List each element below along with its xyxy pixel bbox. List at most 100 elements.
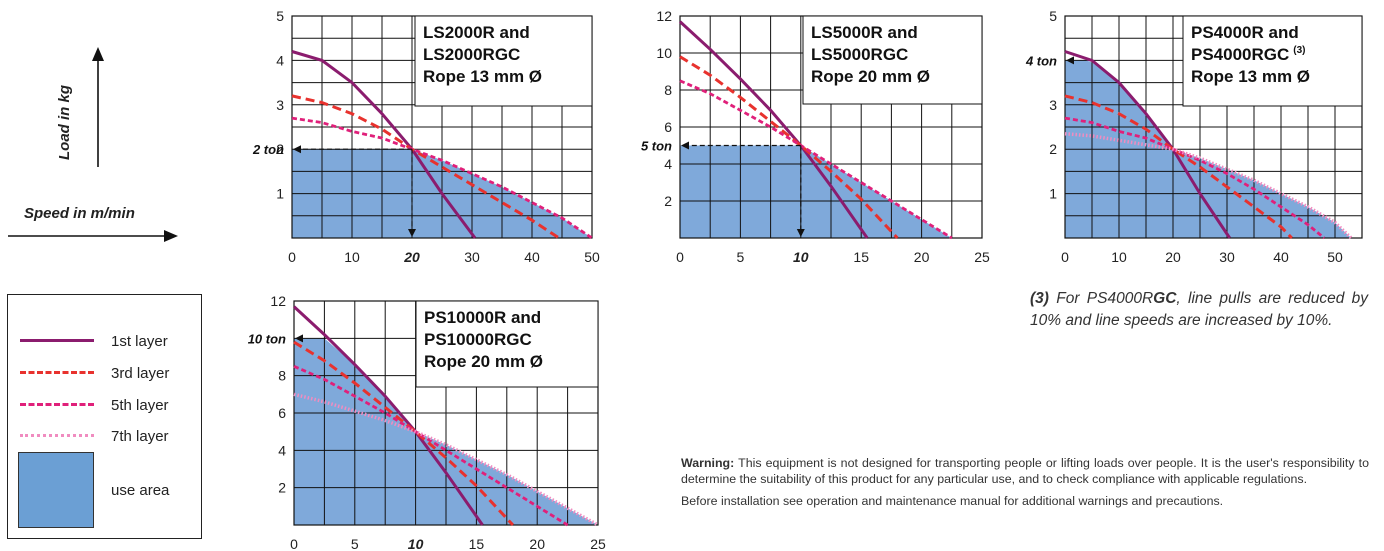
- series-3rd-layer: [293, 340, 514, 527]
- series-5th-layer: [293, 365, 569, 527]
- warning-label: Warning:: [681, 456, 735, 470]
- chart-title-line: Rope 20 mm Ø: [811, 67, 930, 86]
- series-3rd-layer: [679, 55, 899, 240]
- title-box: [802, 15, 983, 105]
- x-tick-label: 15: [469, 536, 485, 551]
- footnote-number: (3): [1030, 290, 1049, 307]
- y-tick-label: 12: [656, 8, 672, 24]
- x-tick-label: 50: [584, 249, 600, 265]
- ton-label: 10 ton: [248, 331, 286, 346]
- series-5th-layer: [291, 116, 593, 240]
- series-3rd-layer: [1064, 94, 1293, 240]
- title-box: [1182, 15, 1363, 107]
- load-axis-hint: Load in kg: [56, 85, 73, 160]
- x-tick-label: 30: [1219, 249, 1235, 265]
- use-area-fill: [680, 145, 952, 238]
- legend: 1st layer 3rd layer 5th layer 7th layer …: [7, 294, 202, 539]
- x-tick-label: 10: [793, 249, 809, 265]
- y-tick-label: 4: [664, 156, 672, 172]
- chart-title-line: PS4000RGC (3): [1191, 45, 1306, 64]
- ton-label: 4 ton: [1025, 53, 1057, 68]
- x-tick-label: 30: [464, 249, 480, 265]
- series-1st-layer: [292, 305, 484, 526]
- x-tick-label: 0: [676, 249, 684, 265]
- x-tick-label: 10: [344, 249, 360, 265]
- marker-arrow-left: [293, 145, 301, 154]
- legend-label-1st: 1st layer: [111, 333, 168, 350]
- marker-arrow-down: [796, 229, 805, 237]
- series-3rd-layer: [291, 94, 560, 240]
- use-area-fill: [294, 338, 598, 525]
- y-tick-label: 12: [270, 293, 286, 309]
- x-tick-label: 0: [1061, 249, 1069, 265]
- warning-block: Warning: This equipment is not designed …: [681, 455, 1369, 515]
- x-tick-label: 40: [1273, 249, 1289, 265]
- x-tick-label: 25: [974, 249, 990, 265]
- title-box: [414, 15, 593, 107]
- y-tick-label: 10: [656, 45, 672, 61]
- x-tick-label: 50: [1327, 249, 1343, 265]
- load-arrow-icon: [92, 47, 104, 167]
- x-tick-label: 40: [524, 249, 540, 265]
- chart-title-line: LS5000R and: [811, 23, 918, 42]
- legend-line-5th: [20, 403, 94, 406]
- x-tick-label: 20: [403, 249, 420, 265]
- y-tick-label: 3: [1049, 97, 1057, 113]
- footnote-text-before: For PS4000R: [1048, 290, 1154, 307]
- legend-line-7th: [20, 434, 94, 437]
- series-1st-layer: [1064, 50, 1231, 239]
- x-tick-label: 0: [290, 536, 298, 551]
- x-tick-label: 5: [351, 536, 359, 551]
- series-7th-layer: [1064, 131, 1353, 240]
- y-tick-label: 8: [664, 82, 672, 98]
- chart-title-line: LS2000R and: [423, 23, 530, 42]
- marker-arrow-down: [408, 229, 416, 237]
- x-tick-label: 15: [853, 249, 869, 265]
- chart-title-line: PS10000RGC: [424, 330, 532, 349]
- x-tick-label: 20: [1165, 249, 1181, 265]
- y-tick-label: 1: [276, 186, 284, 202]
- chart-ps4000r: PS4000R and PS4000RGC (3) Rope 13 mm Ø 0 10 20…: [1025, 8, 1363, 265]
- series-1st-layer: [291, 50, 477, 239]
- y-tick-label: 2: [1049, 141, 1057, 157]
- chart-title-line: LS2000RGC: [423, 45, 520, 64]
- chart-title-line: Rope 13 mm Ø: [1191, 67, 1310, 86]
- y-tick-label: 2: [278, 480, 286, 496]
- chart-title-line: LS5000RGC: [811, 45, 908, 64]
- marker-arrow-left: [681, 141, 689, 150]
- y-tick-label: 4: [276, 52, 284, 68]
- series-5th-layer: [679, 79, 953, 240]
- x-tick-label: 10: [408, 536, 424, 551]
- chart-title-line: PS10000R and: [424, 308, 541, 327]
- y-tick-label: 2: [276, 141, 284, 157]
- y-tick-label: 1: [1049, 186, 1057, 202]
- legend-label-5th: 5th layer: [111, 397, 169, 414]
- footnote-text-after: , line pulls are reduced by 10% and line…: [1030, 290, 1368, 329]
- y-tick-label: 5: [276, 8, 284, 24]
- chart-title-line: PS4000R and: [1191, 23, 1299, 42]
- x-tick-label: 25: [590, 536, 606, 551]
- ton-label: 5 ton: [641, 139, 672, 154]
- legend-label-use-area: use area: [111, 482, 170, 499]
- chart-ls5000r: LS5000R and LS5000RGC Rope 20 mm Ø 0 5 10 15 20…: [641, 8, 990, 265]
- series-1st-layer: [678, 20, 869, 239]
- y-tick-label: 6: [664, 119, 672, 135]
- title-box: [415, 300, 599, 388]
- marker-arrow-left: [1066, 56, 1074, 65]
- marker-arrow-left: [295, 334, 303, 343]
- chart-title-line: Rope 13 mm Ø: [423, 67, 542, 86]
- warning-text: This equipment is not designed for trans…: [681, 456, 1369, 486]
- chart-title-line: Rope 20 mm Ø: [424, 352, 543, 371]
- legend-label-3rd: 3rd layer: [111, 365, 170, 382]
- y-tick-label: 6: [278, 405, 286, 421]
- legend-label-7th: 7th layer: [111, 428, 169, 445]
- series-7th-layer: [293, 392, 599, 527]
- legend-line-1st: [20, 339, 94, 342]
- x-tick-label: 5: [737, 249, 745, 265]
- legend-line-3rd: [20, 371, 94, 374]
- x-tick-label: 0: [288, 249, 296, 265]
- x-tick-label: 20: [529, 536, 545, 551]
- legend-use-area-swatch: [18, 452, 94, 528]
- y-tick-label: 2: [664, 193, 672, 209]
- speed-arrow-icon: [8, 230, 178, 242]
